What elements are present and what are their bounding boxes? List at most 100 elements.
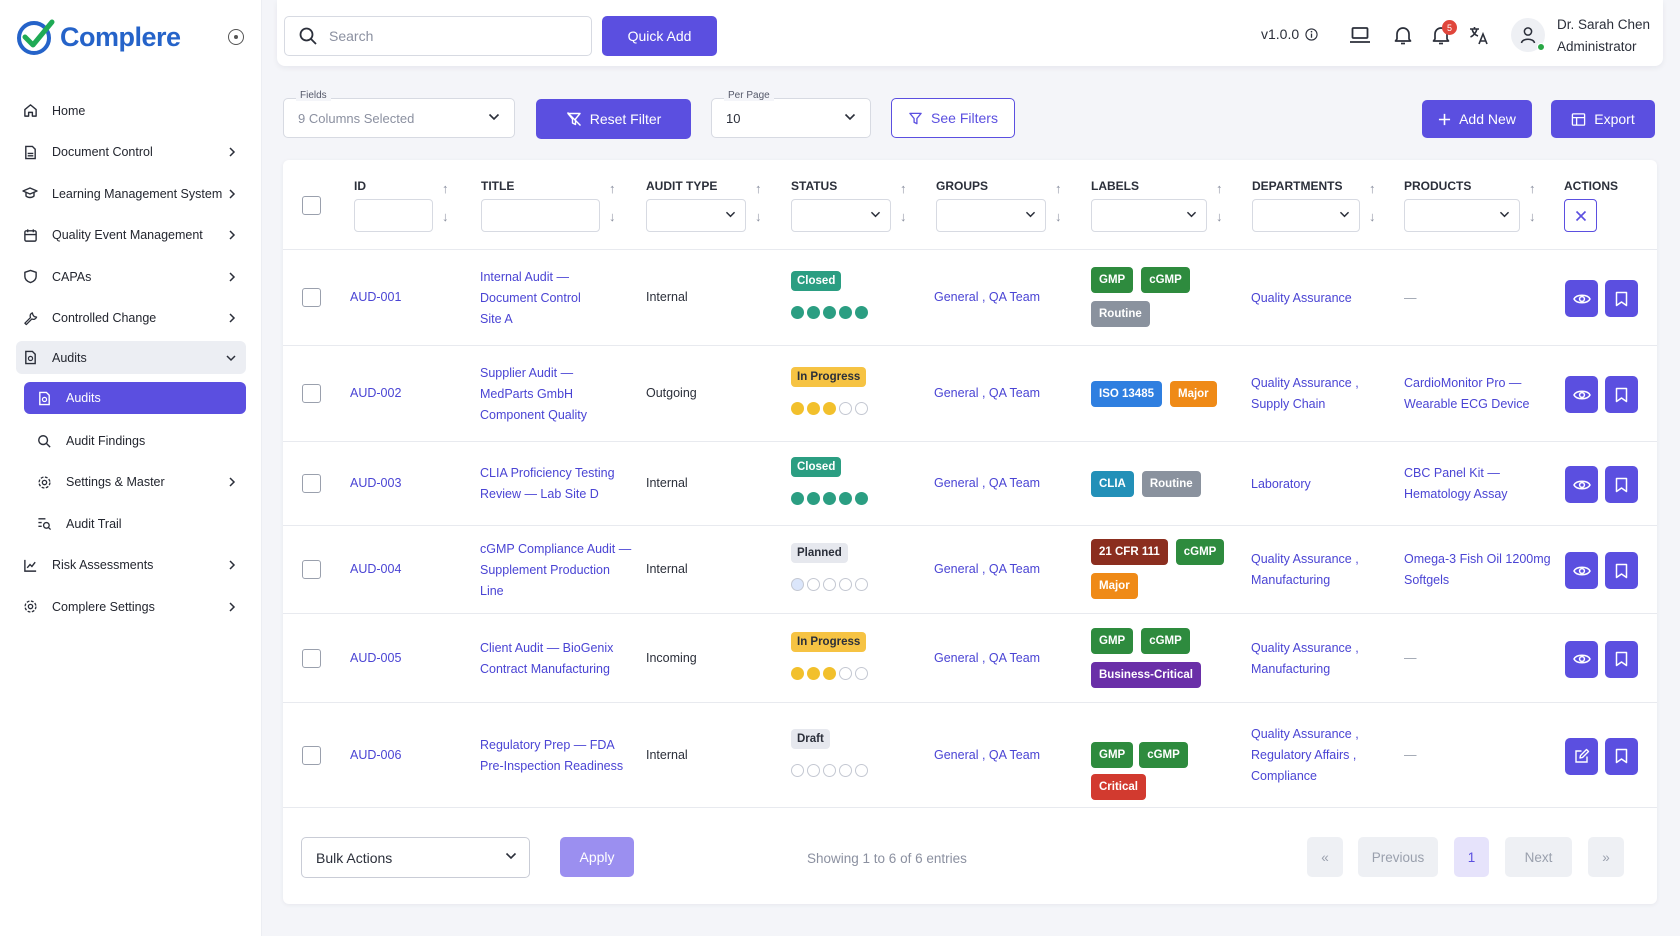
row-checkbox[interactable] [302,745,321,765]
column-header-id[interactable]: ID [354,179,366,193]
audit-id-link[interactable]: AUD-004 [350,562,402,576]
sort-down-icon[interactable]: ↓ [755,209,762,224]
page-1-button[interactable]: 1 [1454,837,1489,877]
audit-title-link[interactable]: Internal Audit — Document Control Site A [480,267,640,330]
per-page-select[interactable]: Per Page 10 [711,90,871,138]
bookmark-button[interactable] [1605,376,1638,413]
audit-title-link[interactable]: Supplier Audit — MedParts GmbH Component Q… [480,363,640,426]
avatar[interactable] [1511,18,1545,52]
sort-up-icon[interactable]: ↑ [755,181,762,196]
sidebar-collapse-icon[interactable] [228,29,244,45]
sort-up-icon[interactable]: ↑ [609,181,616,196]
bulk-actions-select[interactable]: Bulk Actions [301,837,530,878]
row-checkbox[interactable] [302,288,321,307]
column-header-labels[interactable]: LABELS [1091,179,1139,193]
status-sort-control[interactable]: ↑ ↓ [900,182,910,226]
view-button[interactable] [1565,552,1598,589]
sort-down-icon[interactable]: ↓ [442,209,449,224]
groups-sort-control[interactable]: ↑ ↓ [1055,182,1065,226]
fields-select[interactable]: Fields 9 Columns Selected [283,90,515,138]
sort-down-icon[interactable]: ↓ [1055,209,1062,224]
view-button[interactable] [1565,640,1598,678]
departments-link[interactable]: Quality Assurance , Manufacturing [1251,638,1391,680]
column-header-departments[interactable]: DEPARTMENTS [1252,179,1343,193]
sort-up-icon[interactable]: ↑ [1216,181,1223,196]
departments-filter-select[interactable] [1252,199,1360,232]
departments-link[interactable]: Quality Assurance [1251,288,1391,309]
departments-link[interactable]: Quality Assurance , Regulatory Affairs , C… [1251,724,1391,787]
groups-link[interactable]: General , QA Team [934,562,1041,576]
info-icon[interactable] [1305,27,1318,41]
departments-link[interactable]: Laboratory [1251,474,1391,495]
apply-button[interactable]: Apply [560,837,634,877]
search-box[interactable] [284,16,592,56]
reset-filter-button[interactable]: Reset Filter [536,99,691,139]
column-header-audit-type[interactable]: AUDIT TYPE [646,179,718,193]
select-all-checkbox[interactable] [302,196,321,215]
groups-link[interactable]: General , QA Team [934,747,1041,762]
products-link[interactable]: CardioMonitor Pro — Wearable ECG Device [1404,373,1564,415]
first-page-button[interactable]: « [1307,837,1343,877]
title-sort-control[interactable]: ↑ ↓ [609,182,619,226]
sort-down-icon[interactable]: ↓ [1216,209,1223,224]
labels-sort-control[interactable]: ↑ ↓ [1216,182,1226,226]
column-header-products[interactable]: PRODUCTS [1404,179,1472,193]
sidebar-item-risk-assessments[interactable]: Risk Assessments [16,545,246,587]
products-sort-control[interactable]: ↑ ↓ [1529,182,1539,226]
view-button[interactable] [1565,376,1598,413]
clear-filters-button[interactable] [1564,199,1597,232]
audit-title-link[interactable]: cGMP Compliance Audit — Supplement Produc… [480,539,640,602]
labels-filter-select[interactable] [1091,199,1207,232]
sidebar-item-capas[interactable]: CAPAs [16,256,246,298]
last-page-button[interactable]: » [1588,837,1624,877]
products-link[interactable]: CBC Panel Kit — Hematology Assay [1404,463,1564,505]
sidebar-subitem-audit-findings[interactable]: Audit Findings [24,420,246,462]
laptop-icon[interactable] [1349,24,1371,46]
bookmark-button[interactable] [1605,737,1638,775]
bookmark-button[interactable] [1605,280,1638,317]
row-checkbox[interactable] [302,474,321,493]
sidebar-item-lms[interactable]: Learning Management System [16,173,246,215]
row-checkbox[interactable] [302,384,321,403]
app-logo[interactable]: Complere [16,16,181,58]
audit-id-link[interactable]: AUD-001 [350,290,402,304]
groups-link[interactable]: General , QA Team [934,290,1041,304]
sort-down-icon[interactable]: ↓ [1529,209,1536,224]
audit-id-link[interactable]: AUD-002 [350,386,402,400]
sort-up-icon[interactable]: ↑ [1529,181,1536,196]
audit-type-filter-select[interactable] [646,199,746,232]
audit-id-link[interactable]: AUD-006 [350,747,402,762]
sidebar-item-home[interactable]: Home [16,90,246,132]
groups-filter-select[interactable] [936,199,1046,232]
sidebar-item-controlled-change[interactable]: Controlled Change [16,298,246,340]
id-filter-input[interactable] [354,199,433,232]
sidebar-subitem-audit-trail[interactable]: Audit Trail [24,503,246,545]
sort-down-icon[interactable]: ↓ [609,209,616,224]
sort-up-icon[interactable]: ↑ [442,181,449,196]
column-header-groups[interactable]: GROUPS [936,179,989,193]
sidebar-subitem-settings-master[interactable]: Settings & Master [24,462,246,504]
bell-icon[interactable] [1392,24,1414,46]
export-button[interactable]: Export [1551,100,1655,138]
edit-button[interactable] [1565,737,1598,775]
row-checkbox[interactable] [302,560,321,579]
products-link[interactable]: Omega-3 Fish Oil 1200mg Softgels [1404,549,1564,591]
sidebar-subitem-audits[interactable]: Audits [24,382,246,414]
add-new-button[interactable]: Add New [1422,100,1532,138]
sort-up-icon[interactable]: ↑ [1055,181,1062,196]
view-button[interactable] [1565,280,1598,317]
search-input[interactable] [329,28,569,44]
audit-type-sort-control[interactable]: ↑ ↓ [755,182,765,226]
sort-up-icon[interactable]: ↑ [900,181,907,196]
title-filter-input[interactable] [481,199,600,232]
column-header-title[interactable]: TITLE [481,179,515,193]
bookmark-button[interactable] [1605,552,1638,589]
audit-title-link[interactable]: Client Audit — BioGenix Contract Manufact… [480,638,640,680]
see-filters-button[interactable]: See Filters [891,98,1015,138]
sidebar-item-audits[interactable]: Audits [16,341,246,374]
audit-id-link[interactable]: AUD-003 [350,476,402,490]
view-button[interactable] [1565,466,1598,503]
bookmark-button[interactable] [1605,466,1638,503]
bookmark-button[interactable] [1605,640,1638,678]
departments-link[interactable]: Quality Assurance , Manufacturing [1251,549,1391,591]
